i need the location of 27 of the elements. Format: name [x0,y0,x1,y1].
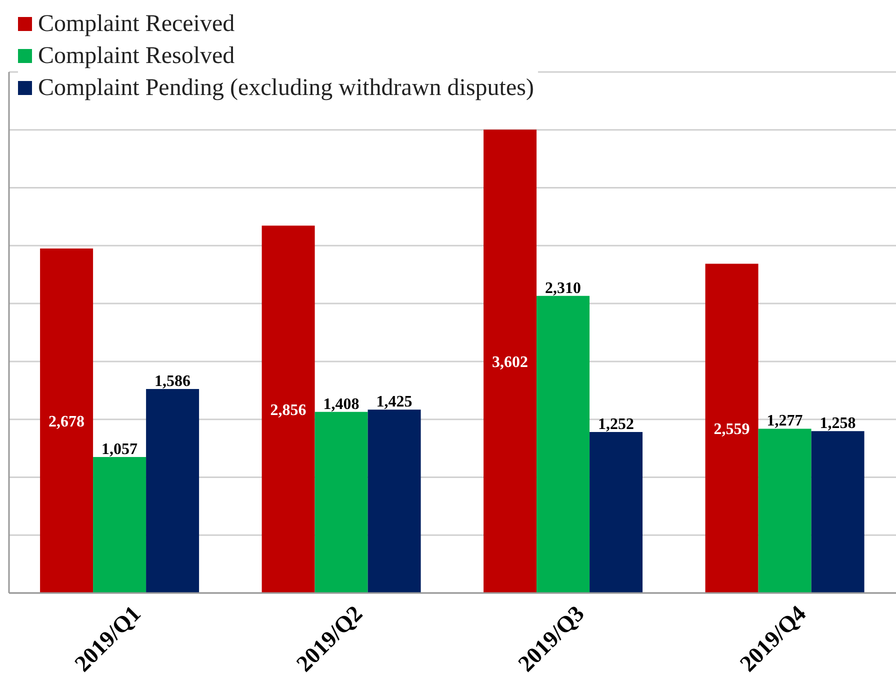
data-label: 1,258 [820,415,856,432]
data-label: 1,425 [376,394,412,411]
bar [758,428,812,593]
bar [40,248,94,593]
legend-label: Complaint Pending (excluding withdrawn disputes) [38,74,534,103]
bar [811,431,864,593]
bar [705,264,758,593]
bar [536,296,590,593]
bar [590,432,643,593]
bar [484,130,537,593]
bar [146,388,200,593]
data-label: 1,586 [154,372,191,390]
data-label: 1,277 [766,412,803,430]
bar [368,410,421,593]
legend-label: Complaint Received [38,10,235,39]
data-label: 2,310 [545,280,582,297]
data-label: 1,057 [102,441,138,458]
bar [314,412,368,593]
bar [262,226,315,593]
data-label: 3,602 [492,354,528,371]
data-label: 2,856 [270,402,306,419]
data-label: 1,252 [598,416,634,433]
bar [93,457,146,593]
legend-label: Complaint Resolved [38,42,235,71]
data-label: 2,678 [48,413,85,430]
data-label: 1,408 [323,396,360,413]
data-label: 2,559 [714,421,750,438]
